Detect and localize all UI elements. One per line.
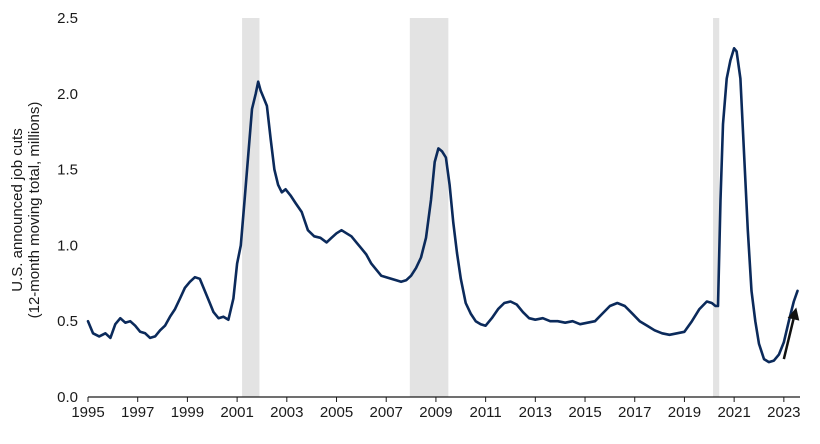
x-tick-label-12: 2019 [668, 404, 701, 421]
x-tick-label-4: 2003 [270, 404, 303, 421]
x-tick-label-10: 2015 [568, 404, 601, 421]
y-tick-label-4: 2.0 [57, 86, 78, 103]
y-tick-label-5: 2.5 [57, 10, 78, 27]
y-axis-ticks: 0.0 0.5 1.0 1.5 2.0 2.5 [57, 10, 78, 406]
trend-arrow-annotation [782, 307, 800, 360]
x-tick-label-3: 2001 [220, 404, 253, 421]
x-tick-label-7: 2009 [419, 404, 452, 421]
x-tick-label-6: 2007 [370, 404, 403, 421]
x-tick-label-8: 2011 [469, 404, 501, 421]
x-tick-label-5: 2005 [320, 404, 353, 421]
x-tick-label-9: 2013 [519, 404, 552, 421]
y-axis-label-line2: (12-month moving total, millions) [26, 102, 43, 319]
y-tick-label-2: 1.0 [57, 237, 78, 254]
arrow-head [787, 307, 800, 321]
arrow-shaft [782, 318, 795, 360]
recession-shading [242, 18, 720, 397]
x-tick-label-11: 2017 [618, 404, 651, 421]
x-tick-label-1: 1997 [121, 404, 154, 421]
recession-band-2 [713, 18, 720, 397]
y-tick-label-3: 1.5 [57, 162, 78, 179]
x-tick-label-0: 1995 [71, 404, 104, 421]
x-axis-ticks: 1995 1997 1999 2001 2003 2005 2007 2009 2011 2013… [71, 397, 801, 421]
y-tick-label-0: 0.0 [57, 389, 78, 406]
x-tick-label-13: 2021 [717, 404, 750, 421]
job-cuts-series-line [86, 47, 799, 364]
x-tick-label-2: 1999 [171, 404, 204, 421]
recession-band-0 [242, 18, 260, 397]
y-axis-label-line1: U.S. announced job cuts [9, 128, 26, 291]
x-tick-label-14: 2023 [767, 404, 800, 421]
y-tick-label-1: 0.5 [57, 313, 78, 330]
